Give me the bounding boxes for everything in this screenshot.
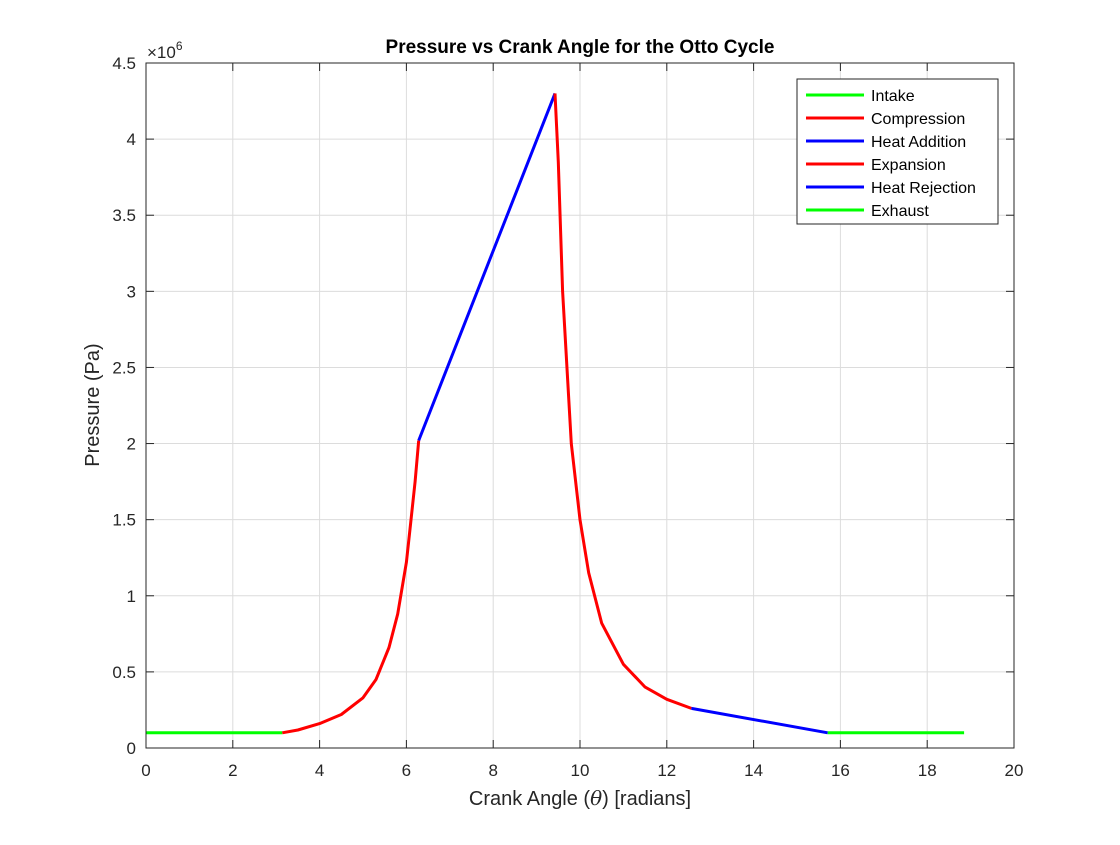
series-line-expansion	[553, 93, 692, 710]
series-line-compression	[282, 440, 421, 735]
y-tick-label: 4.5	[112, 54, 136, 73]
y-axis-exponent: ×106	[147, 39, 183, 62]
y-tick-label: 4	[127, 130, 136, 149]
x-tick-label: 18	[918, 761, 937, 780]
x-tick-label: 10	[571, 761, 590, 780]
y-axis-label: Pressure (Pa)	[82, 343, 104, 466]
legend-label-compression: Compression	[871, 111, 965, 128]
x-axis-label-suffix: ) [radians]	[602, 788, 691, 810]
x-tick-label: 16	[831, 761, 850, 780]
x-tick-label: 8	[488, 761, 497, 780]
ticks: 0 2 4 6 8 10 12 14 16 18 20 0 0.5 1 1.5 2 2.5 3 3.5 4 4.5	[112, 54, 1023, 780]
series-line-heat-rejection	[691, 706, 828, 735]
y-tick-label: 1	[127, 587, 136, 606]
y-tick-label: 2	[127, 435, 136, 454]
x-axis-label-prefix: Crank Angle (	[469, 788, 591, 810]
series-line-heat-addition	[417, 92, 557, 442]
x-axis-label-symbol: θ	[590, 786, 602, 810]
x-tick-label: 4	[315, 761, 324, 780]
y-tick-label: 3	[127, 282, 136, 301]
legend-label-exhaust: Exhaust	[871, 203, 929, 220]
x-tick-label: 12	[657, 761, 676, 780]
series-layer	[146, 92, 965, 735]
y-exponent-power: 6	[176, 39, 183, 53]
legend: Intake Compression Heat Addition Expansion H…	[796, 78, 999, 225]
x-tick-label: 6	[402, 761, 411, 780]
x-tick-label: 14	[744, 761, 763, 780]
x-tick-label: 2	[228, 761, 237, 780]
y-tick-label: 0	[127, 739, 136, 758]
x-axis-label: Crank Angle (θ) [radians]	[469, 786, 691, 810]
y-exponent-base: ×10	[147, 43, 176, 62]
x-tick-label: 20	[1005, 761, 1024, 780]
legend-label-expansion: Expansion	[871, 157, 946, 174]
legend-label-intake: Intake	[871, 88, 915, 105]
y-tick-label: 3.5	[112, 206, 136, 225]
legend-label-heat-addition: Heat Addition	[871, 134, 966, 151]
y-tick-label: 0.5	[112, 663, 136, 682]
legend-box	[796, 78, 999, 225]
legend-label-heat-rejection: Heat Rejection	[871, 180, 976, 197]
x-tick-label: 0	[141, 761, 150, 780]
y-tick-label: 1.5	[112, 511, 136, 530]
chart-title: Pressure vs Crank Angle for the Otto Cyc…	[386, 37, 775, 58]
y-tick-label: 2.5	[112, 358, 136, 377]
